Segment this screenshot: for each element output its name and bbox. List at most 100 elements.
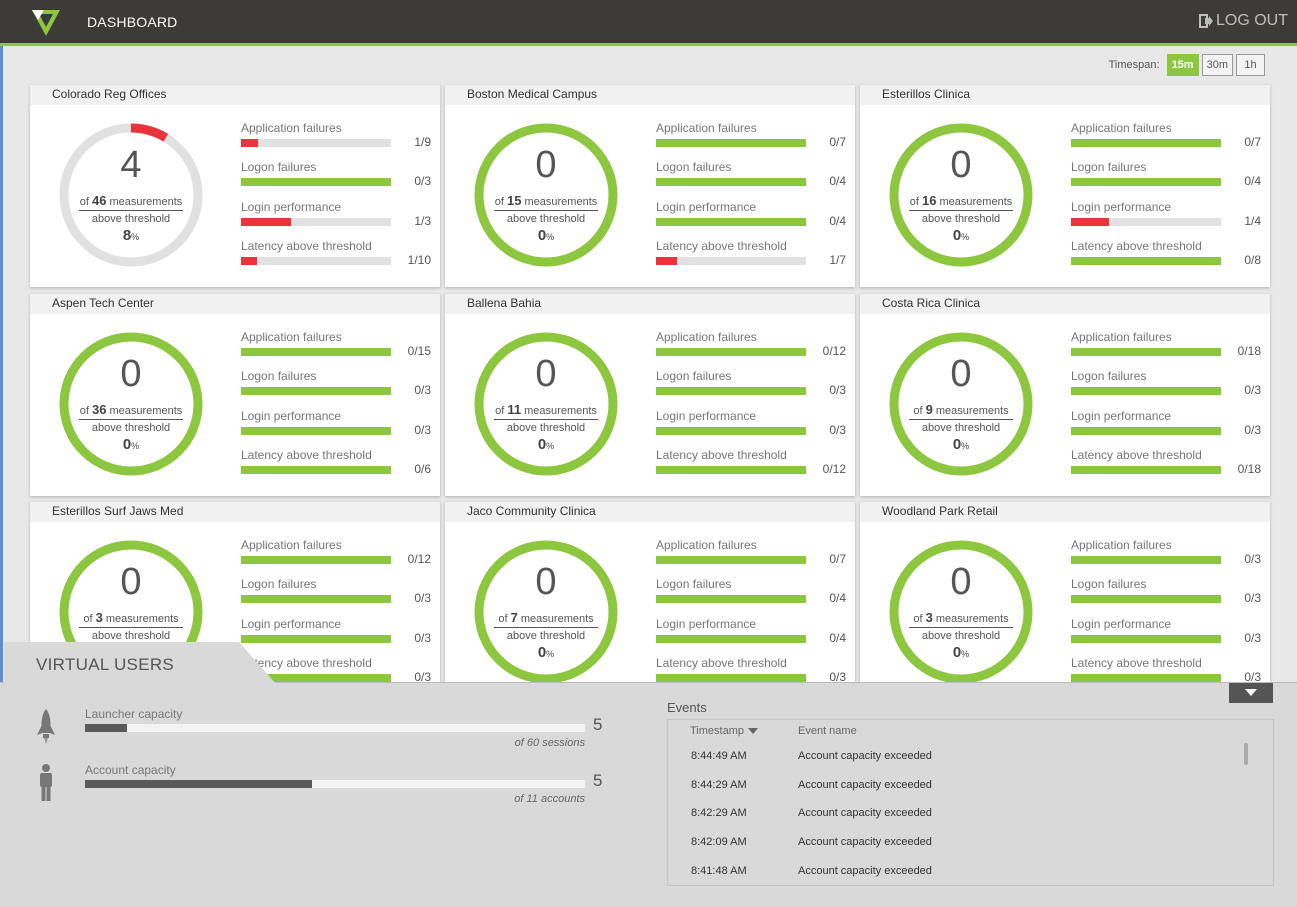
metric-bar [241,595,391,604]
metric-row: Latency above threshold 0/12 [656,448,846,487]
metric-bar-fill [656,139,806,147]
timespan-1h-button[interactable]: 1h [1236,54,1265,76]
above-threshold-percent: 0% [887,644,1035,661]
measurements-count: 11 [507,402,522,417]
timespan-selector: Timespan: 15m 30m 1h [1109,54,1265,76]
donut-center: 0 of 3 measurements above threshold 0% [57,538,205,686]
measurements-line: of 11 measurements [494,402,598,420]
timestamp-column-header[interactable]: Timestamp [690,725,758,737]
metric-bar [1071,178,1221,187]
event-name-column-header[interactable]: Event name [798,725,857,737]
above-threshold-count: 0 [120,561,142,603]
timespan-15m-button[interactable]: 15m [1166,54,1199,76]
collapse-panel-button[interactable] [1229,683,1273,703]
site-card-title[interactable]: Aspen Tech Center [30,294,440,314]
event-timestamp: 8:42:29 AM [691,807,747,820]
site-card-title[interactable]: Jaco Community Clinica [445,502,855,522]
site-card[interactable]: Ballena Bahia 0 of 11 measurements above… [445,294,855,496]
measurement-donut: 4 of 46 measurements above threshold 8% [57,121,205,269]
metric-bar-fill [241,387,391,396]
metric-bar [1071,634,1221,643]
above-threshold-percent: 0% [887,436,1035,453]
metric-label: Login performance [656,616,757,631]
metric-bar [656,256,806,265]
event-row[interactable]: 8:42:09 AM Account capacity exceeded [668,836,1248,865]
donut-center: 0 of 11 measurements above threshold 0% [472,330,620,478]
metric-bar-fill [241,217,291,226]
measurements-count: 15 [506,193,522,208]
site-card[interactable]: Jaco Community Clinica 0 of 7 measuremen… [445,502,855,704]
logo-icon[interactable] [30,6,62,38]
event-row[interactable]: 8:41:48 AM Account capacity exceeded [668,865,1248,894]
event-name: Account capacity exceeded [798,864,932,877]
event-row[interactable]: 8:44:49 AM Account capacity exceeded [668,750,1248,779]
metric-label: Logon failures [1071,369,1147,384]
site-card-title[interactable]: Esterillos Clinica [860,85,1270,105]
metric-bar [1071,217,1221,226]
metric-label: Latency above threshold [656,655,787,670]
site-card[interactable]: Colorado Reg Offices 4 of 46 measurement… [30,85,440,287]
donut-center: 0 of 36 measurements above threshold 0% [57,330,205,478]
metric-bar [656,387,806,396]
metric-row: Logon failures 0/4 [1071,160,1261,199]
timespan-30m-button[interactable]: 30m [1201,54,1233,76]
site-card[interactable]: Boston Medical Campus 0 of 15 measuremen… [445,85,855,287]
site-card-title[interactable]: Colorado Reg Offices [30,85,440,105]
site-card-title[interactable]: Esterillos Surf Jaws Med [30,502,440,522]
percent-sign: % [131,232,140,242]
event-name: Account capacity exceeded [798,836,932,849]
events-table: Timestamp Event name 8:44:49 AM Account … [667,719,1274,886]
donut-ring [889,332,1033,476]
donut-center: 0 of 16 measurements above threshold 0% [887,121,1035,269]
logout-button[interactable]: LOG OUT [1198,12,1288,30]
metric-bar [656,139,806,147]
site-card[interactable]: Aspen Tech Center 0 of 36 measurements a… [30,294,440,496]
metric-bar [241,217,391,226]
site-card-title[interactable]: Costa Rica Clinica [860,294,1270,314]
site-card[interactable]: Woodland Park Retail 0 of 3 measurements… [860,502,1270,704]
metric-row: Login performance 0/4 [656,200,846,239]
metric-list: Application failures 0/15 Logon failures… [241,330,431,487]
top-bar: DASHBOARD LOG OUT [0,0,1297,46]
site-card[interactable]: Esterillos Clinica 0 of 16 measurements … [860,85,1270,287]
metric-label: Latency above threshold [241,447,372,462]
site-card-title[interactable]: Woodland Park Retail [860,502,1270,522]
events-scrollbar[interactable] [1244,743,1248,765]
metric-bar-fill [241,634,391,643]
donut-center: 0 of 7 measurements above threshold 0% [472,538,620,686]
metric-bar-fill [656,465,806,474]
metric-list: Application failures 0/3 Logon failures … [1071,538,1261,695]
measurement-donut: 0 of 15 measurements above threshold 0% [472,121,620,269]
metric-value: 0/3 [1244,383,1261,398]
metric-row: Application failures 1/9 [241,121,431,160]
metric-bar [241,348,391,356]
site-card-title[interactable]: Boston Medical Campus [445,85,855,105]
metric-bar-fill [656,387,806,396]
measurements-count: 16 [921,193,937,208]
metric-bar [1071,595,1221,604]
above-threshold-count: 0 [950,144,972,186]
metric-list: Application failures 0/18 Logon failures… [1071,330,1261,487]
event-row[interactable]: 8:42:29 AM Account capacity exceeded [668,807,1248,836]
measurement-donut: 0 of 3 measurements above threshold 0% [57,538,205,686]
of-text: of [498,613,508,625]
metric-row: Logon failures 0/3 [1071,369,1261,408]
metric-list: Application failures 1/9 Logon failures … [241,121,431,278]
event-name: Account capacity exceeded [798,750,932,762]
metric-label: Logon failures [241,369,317,384]
account-capacity-value: 5 [593,771,603,790]
metric-bar [1071,465,1221,474]
metric-label: Latency above threshold [1071,447,1202,462]
site-card[interactable]: Costa Rica Clinica 0 of 9 measurements a… [860,294,1270,496]
metric-row: Application failures 0/12 [241,538,431,577]
metric-row: Login performance 1/4 [1071,200,1261,239]
launcher-capacity-fill [85,724,127,732]
donut-ring [889,540,1033,684]
metric-value: 0/12 [407,552,431,566]
virtual-users-tab[interactable] [4,642,276,684]
metric-bar [656,465,806,474]
event-row[interactable]: 8:44:29 AM Account capacity exceeded [668,779,1248,808]
page-title[interactable]: DASHBOARD [87,14,178,30]
site-card-title[interactable]: Ballena Bahia [445,294,855,314]
metric-row: Logon failures 0/3 [656,369,846,408]
